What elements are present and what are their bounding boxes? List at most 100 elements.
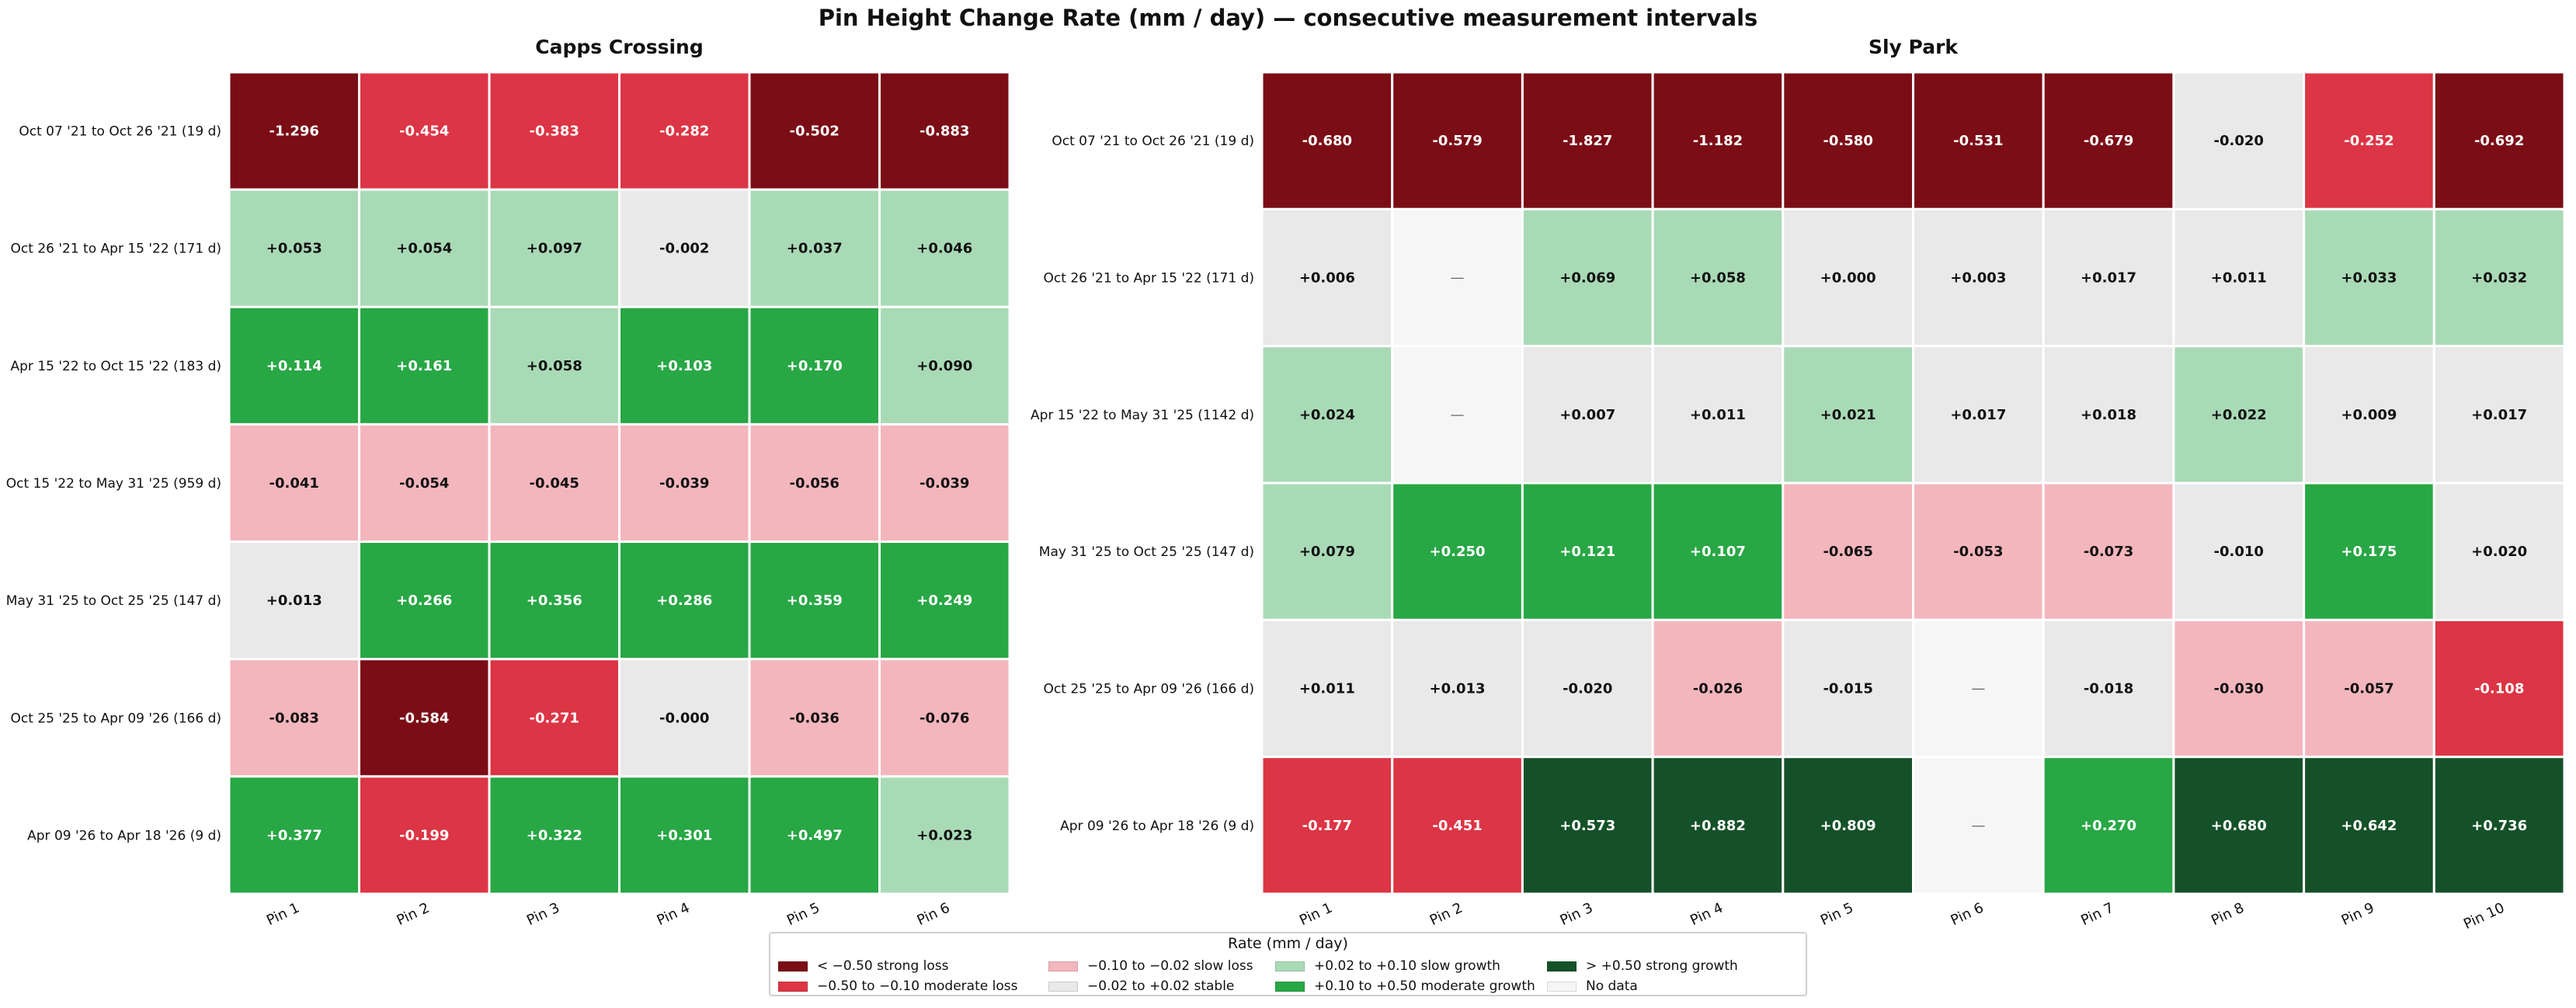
heatmap-cell — [2303, 207, 2435, 348]
heatmap-cell — [2303, 618, 2435, 759]
column-label: Pin 3 — [524, 899, 562, 929]
heatmap-cell — [2172, 756, 2306, 895]
heatmap-cell — [1260, 345, 1394, 485]
heatmap-cell — [1651, 756, 1785, 895]
cell-value-label: +0.013 — [1430, 681, 1486, 697]
heatmap-cell — [2432, 345, 2566, 485]
heatmap-cell — [488, 422, 621, 544]
cell-value-label: +0.573 — [1559, 818, 1615, 834]
heatmap-cell — [1521, 756, 1654, 895]
cell-value-label: -0.065 — [1823, 544, 1872, 560]
legend-item: +0.10 to +0.50 moderate growth — [1275, 978, 1535, 994]
chart-main-title: Pin Height Change Rate (mm / day) — cons… — [818, 5, 1758, 31]
cell-value-label: -0.054 — [399, 475, 449, 492]
row-label: Apr 09 '26 to Apr 18 '26 (9 d) — [1060, 819, 1254, 834]
cell-value-label: -0.679 — [2084, 133, 2133, 149]
cell-value-label: -1.296 — [269, 123, 319, 140]
legend-item: No data — [1547, 978, 1638, 994]
cell-value-label: -0.002 — [659, 241, 709, 257]
cell-value-label: +0.356 — [527, 593, 582, 609]
legend-label: −0.10 to −0.02 slow loss — [1087, 958, 1253, 974]
heatmap-cell — [228, 188, 360, 308]
cell-value-label: +0.013 — [266, 593, 322, 609]
cell-value-label: +0.046 — [916, 241, 972, 257]
cell-value-label: +0.882 — [1690, 818, 1746, 834]
cell-value-label: +0.069 — [1559, 270, 1615, 287]
heatmap-cell — [1260, 481, 1394, 621]
cell-value-label: +0.017 — [2471, 407, 2527, 423]
heatmap-cell — [1912, 207, 2045, 348]
cell-value-label: -0.000 — [659, 710, 709, 726]
cell-value-label: -0.680 — [1302, 133, 1352, 149]
cell-value-label: +0.058 — [527, 358, 582, 374]
cell-value-label: — — [1451, 407, 1465, 423]
cell-value-label: -0.039 — [659, 475, 709, 492]
heatmap-cell — [1260, 207, 1394, 348]
cell-value-label: +0.011 — [1690, 407, 1746, 423]
cell-value-label: -0.383 — [530, 123, 579, 140]
legend-label: > +0.50 strong growth — [1586, 958, 1738, 974]
cell-value-label: +0.058 — [1690, 270, 1746, 287]
legend-item: > +0.50 strong growth — [1547, 958, 1738, 974]
row-label: Apr 09 '26 to Apr 18 '26 (9 d) — [27, 828, 221, 843]
cell-value-label: +0.032 — [2471, 270, 2527, 287]
cell-value-label: -0.076 — [920, 710, 969, 726]
legend-item: −0.10 to −0.02 slow loss — [1048, 958, 1253, 974]
heatmap-cell — [618, 422, 751, 544]
cell-value-label: -0.020 — [1563, 681, 1612, 697]
legend-swatch — [1275, 961, 1305, 972]
cell-value-label: -0.502 — [790, 123, 840, 140]
cell-value-label: +0.736 — [2471, 818, 2527, 834]
legend-label: < −0.50 strong loss — [817, 958, 949, 974]
column-label: Pin 1 — [264, 899, 302, 929]
heatmap-cell — [1782, 345, 1915, 485]
legend-label: +0.10 to +0.50 moderate growth — [1314, 978, 1535, 994]
heatmap-cell — [1651, 345, 1785, 485]
heatmap-cell — [1912, 481, 2045, 621]
heatmap-cell — [2303, 481, 2435, 621]
cell-value-label: +0.011 — [1299, 681, 1355, 697]
cell-value-label: -0.010 — [2214, 544, 2264, 560]
cell-value-label: -0.282 — [659, 123, 709, 140]
heatmap-cell — [1651, 618, 1785, 759]
cell-value-label: +0.037 — [787, 241, 843, 257]
heatmap-cell — [488, 775, 621, 895]
heatmap-cell — [1260, 756, 1394, 895]
heatmap-cell — [2303, 345, 2435, 485]
cell-value-label: -0.026 — [1693, 681, 1743, 697]
heatmap-cell — [1782, 71, 1915, 210]
cell-value-label: — — [1971, 681, 1985, 697]
cell-value-label: +0.024 — [1299, 407, 1355, 423]
cell-value-label: +0.006 — [1299, 270, 1355, 287]
cell-value-label: +0.175 — [2341, 544, 2397, 560]
row-label: Oct 26 '21 to Apr 15 '22 (171 d) — [1044, 271, 1254, 287]
heatmap-cell — [1651, 71, 1785, 210]
cell-value-label: +0.114 — [266, 358, 322, 374]
cell-value-label: +0.250 — [1430, 544, 1486, 560]
legend-swatch — [1048, 981, 1078, 992]
heatmap-cell — [1391, 618, 1524, 759]
column-label: Pin 5 — [1818, 899, 1856, 929]
cell-value-label: -0.692 — [2474, 133, 2524, 149]
cell-value-label: -0.015 — [1823, 681, 1872, 697]
row-label: Apr 15 '22 to May 31 '25 (1142 d) — [1031, 408, 1254, 423]
cell-value-label: +0.377 — [266, 827, 322, 843]
cell-value-label: -1.827 — [1563, 133, 1612, 149]
cell-value-label: +0.020 — [2471, 544, 2527, 560]
heatmap-cell — [2303, 71, 2435, 210]
row-label: Oct 25 '25 to Apr 09 '26 (166 d) — [1044, 682, 1254, 697]
legend-item: < −0.50 strong loss — [778, 958, 949, 974]
heatmap-cell — [878, 71, 1011, 191]
cell-value-label: +0.107 — [1690, 544, 1746, 560]
cell-value-label: -0.053 — [1953, 544, 2003, 560]
heatmap-cell — [1782, 618, 1915, 759]
cell-value-label: -0.531 — [1953, 133, 2003, 149]
row-label: Oct 07 '21 to Oct 26 '21 (19 d) — [1052, 134, 1254, 149]
cell-value-label: -0.057 — [2344, 681, 2393, 697]
row-label: May 31 '25 to Oct 25 '25 (147 d) — [1039, 544, 1254, 560]
heatmap-cell — [1391, 481, 1524, 621]
heatmap-cell — [1912, 618, 2045, 759]
heatmap-cell — [1521, 207, 1654, 348]
cell-value-label: -0.056 — [790, 475, 840, 492]
